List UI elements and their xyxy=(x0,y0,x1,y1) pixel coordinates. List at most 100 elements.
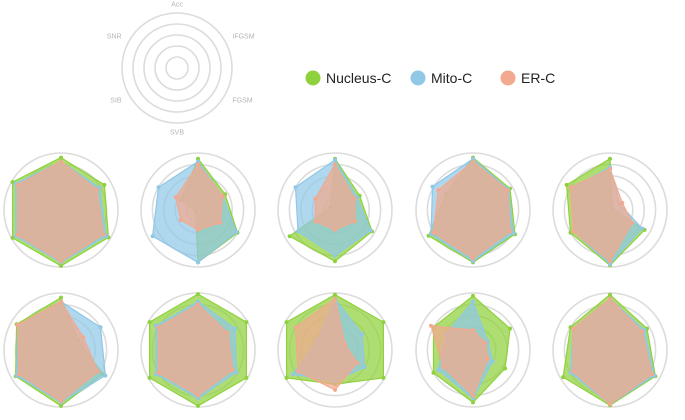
data-point-er-c-ifgsm xyxy=(352,196,357,201)
data-point-er-c-snr xyxy=(429,323,433,328)
data-point-mito-c-svb xyxy=(471,259,475,264)
data-point-nucleus-c-sib xyxy=(284,375,289,380)
grid-ring xyxy=(132,23,222,113)
data-point-er-c-ifgsm xyxy=(225,330,230,335)
legend-item-er-c: ER-C xyxy=(500,70,555,86)
data-point-er-c-fgsm xyxy=(101,232,106,237)
data-point-er-c-fgsm xyxy=(355,360,360,365)
data-point-er-c-ifgsm xyxy=(505,188,510,193)
data-point-er-c-snr xyxy=(293,325,298,330)
data-point-nucleus-c-sib xyxy=(10,235,15,240)
data-point-er-c-sib xyxy=(313,219,318,224)
axis-label-sib: SIB xyxy=(110,98,122,105)
data-point-nucleus-c-svb xyxy=(59,263,63,268)
grid-ring xyxy=(415,292,531,408)
data-point-er-c-svb xyxy=(608,402,612,407)
grid-ring xyxy=(277,152,393,268)
data-point-er-c-snr xyxy=(15,322,20,327)
data-point-nucleus-c-snr xyxy=(564,182,569,187)
data-point-mito-c-fgsm xyxy=(511,231,516,236)
legend-marker xyxy=(410,70,426,86)
data-point-nucleus-c-acc xyxy=(196,156,200,161)
data-point-er-c-svb xyxy=(59,259,63,264)
grid-ring xyxy=(121,12,233,124)
data-point-er-c-acc xyxy=(59,299,63,304)
data-point-er-c-ifgsm xyxy=(483,340,488,345)
grid-ring xyxy=(415,152,531,268)
data-point-mito-c-snr xyxy=(156,185,161,190)
data-point-er-c-acc xyxy=(608,296,612,301)
data-point-mito-c-snr xyxy=(430,184,435,189)
data-point-er-c-acc xyxy=(608,167,612,171)
radar-panel-2 xyxy=(140,152,256,268)
data-point-er-c-fgsm xyxy=(630,220,635,225)
legend-marker xyxy=(500,70,516,86)
data-point-mito-c-acc xyxy=(471,299,475,304)
data-point-er-c-svb xyxy=(471,393,475,398)
data-point-er-c-ifgsm xyxy=(220,193,225,198)
data-point-er-c-sib xyxy=(156,370,161,375)
radar-panel-5 xyxy=(552,152,668,268)
data-point-er-c-sib xyxy=(571,369,575,374)
data-point-mito-c-acc xyxy=(471,156,475,161)
data-point-er-c-acc xyxy=(333,296,337,301)
data-point-mito-c-ifgsm xyxy=(233,326,237,331)
data-point-mito-c-acc xyxy=(196,159,200,164)
grid-ring xyxy=(165,56,189,80)
legend-item-mito-c: Mito-C xyxy=(410,70,472,86)
legend-label: Nucleus-C xyxy=(326,70,391,86)
data-point-nucleus-c-fgsm xyxy=(244,375,249,380)
data-point-er-c-snr xyxy=(173,195,178,200)
data-point-nucleus-c-ifgsm xyxy=(508,326,512,331)
data-point-er-c-acc xyxy=(196,162,200,167)
data-point-mito-c-sib xyxy=(150,234,155,239)
data-point-mito-c-ifgsm xyxy=(360,332,365,337)
data-point-nucleus-c-svb xyxy=(196,403,200,408)
data-point-er-c-fgsm xyxy=(508,229,512,234)
data-point-mito-c-svb xyxy=(608,262,612,267)
data-point-er-c-snr xyxy=(436,188,441,193)
data-point-er-c-fgsm xyxy=(218,220,223,225)
data-point-nucleus-c-ifgsm xyxy=(381,320,386,325)
data-point-nucleus-c-acc xyxy=(471,293,475,298)
data-point-mito-c-acc xyxy=(196,299,200,304)
data-point-er-c-svb xyxy=(333,387,337,392)
data-point-nucleus-c-acc xyxy=(608,292,612,297)
data-point-er-c-svb xyxy=(471,256,475,261)
data-point-er-c-ifgsm xyxy=(620,200,625,205)
data-point-nucleus-c-acc xyxy=(59,155,63,160)
radar-panel-9 xyxy=(415,292,531,408)
data-point-er-c-fgsm xyxy=(485,356,490,361)
data-point-mito-c-svb xyxy=(196,260,200,265)
data-point-mito-c-fgsm xyxy=(640,226,645,231)
data-point-nucleus-c-acc xyxy=(59,295,63,300)
data-point-er-c-ifgsm xyxy=(81,335,86,340)
data-point-nucleus-c-snr xyxy=(10,180,15,185)
data-point-mito-c-svb xyxy=(333,253,337,258)
data-point-nucleus-c-ifgsm xyxy=(244,320,249,325)
data-point-nucleus-c-svb xyxy=(471,400,475,405)
data-point-mito-c-snr xyxy=(293,185,298,190)
radar-panel-8 xyxy=(277,292,393,408)
axis-label-svb: SVB xyxy=(170,130,184,137)
data-point-mito-c-fgsm xyxy=(234,370,239,375)
data-point-er-c-sib xyxy=(17,372,21,377)
radar-panel-10 xyxy=(552,292,668,408)
data-point-nucleus-c-sib xyxy=(287,234,292,239)
data-point-er-c-acc xyxy=(471,159,475,164)
data-point-er-c-fgsm xyxy=(650,372,654,377)
data-point-er-c-svb xyxy=(608,259,612,264)
legend: Nucleus-C Mito-C ER-C xyxy=(305,70,555,86)
legend-item-nucleus-c: Nucleus-C xyxy=(305,70,391,86)
data-point-er-c-sib xyxy=(441,365,446,370)
data-point-mito-c-fgsm xyxy=(234,230,239,235)
data-point-mito-c-sib xyxy=(296,229,300,234)
data-point-er-c-ifgsm xyxy=(94,187,99,192)
data-point-mito-c-sib xyxy=(291,372,295,377)
legend-marker xyxy=(305,70,321,86)
data-point-mito-c-ifgsm xyxy=(98,325,103,330)
data-point-nucleus-c-sib xyxy=(561,375,566,380)
radar-panel-7 xyxy=(140,292,256,408)
data-point-er-c-snr xyxy=(571,326,575,331)
data-point-mito-c-svb xyxy=(196,396,200,401)
